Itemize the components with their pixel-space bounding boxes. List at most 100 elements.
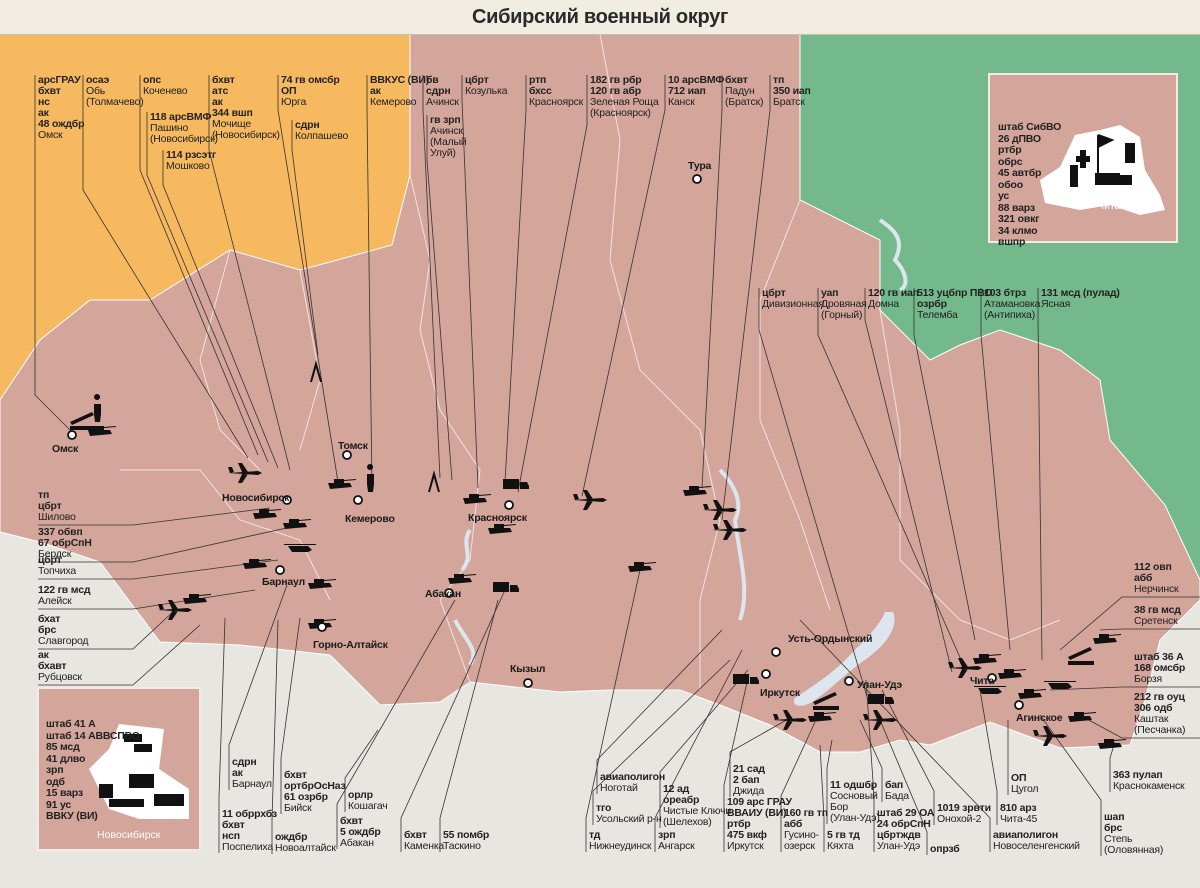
unit-location: Каштак xyxy=(1134,713,1169,725)
leader-line xyxy=(980,288,1011,651)
inset-unit-item: 88 варз xyxy=(998,201,1035,214)
city-label: Красноярск xyxy=(468,512,527,524)
unit-designation: бхвт xyxy=(222,819,245,831)
unit-designation: ВВАИУ (ВИ) xyxy=(727,807,787,819)
leader-line xyxy=(879,719,928,855)
unit-designation: абб xyxy=(1134,572,1153,584)
city-label: Омск xyxy=(52,443,79,455)
unit-location: (Улан-Удэ) xyxy=(830,812,880,824)
inset-chita: штаб СибВО 26 дПВО ртбр обрс 45 автбр обоо ус 8… xyxy=(988,73,1178,248)
leader-line xyxy=(1037,288,1043,661)
unit-callout: шап брс Степь (Оловянная) xyxy=(1104,812,1163,856)
unit-designation: 61 озрбр xyxy=(284,791,328,803)
unit-location: Чита-45 xyxy=(1000,813,1038,825)
unit-location: (Оловянная) xyxy=(1104,844,1164,856)
unit-location: Обь xyxy=(86,85,106,97)
unit-designation: 513 уцбпр ПВО xyxy=(917,287,993,299)
unit-designation: 38 гв мсд xyxy=(1134,604,1181,616)
unit-callout: сдрн ак Барнаул xyxy=(232,757,272,790)
unit-callout: бап Бада xyxy=(885,780,909,802)
leader-line xyxy=(1049,686,1200,691)
chita-silhouette xyxy=(1040,125,1165,215)
unit-designation: штаб 29 ОА xyxy=(877,807,935,819)
city-label: Барнаул xyxy=(262,576,305,588)
unit-callout: 21 сад 2 бап Джида xyxy=(733,764,765,797)
jet-icon xyxy=(1033,726,1067,746)
unit-designation: тп xyxy=(773,74,785,86)
unit-callout: арсГРАУ бхвт нс ак 48 ождбр Омск xyxy=(38,75,84,141)
unit-callout: ождбр Новоалтайск xyxy=(275,832,336,854)
tank-icon xyxy=(1018,689,1046,699)
unit-designation: 160 гв тп xyxy=(784,807,828,819)
unit-location: Иркутск xyxy=(727,840,764,852)
unit-callout: сдрн Колпашево xyxy=(295,120,348,142)
unit-location: Коченево xyxy=(143,85,188,97)
unit-location: (Красноярск) xyxy=(590,107,651,119)
chita-units-list: штаб СибВО 26 дПВО ртбр обрс 45 автбр обоо ус 8… xyxy=(998,121,1061,249)
unit-location: (Песчанка) xyxy=(1134,724,1186,736)
leader-line xyxy=(721,75,771,521)
city-label: Кызыл xyxy=(510,663,546,675)
leader-line xyxy=(729,717,791,797)
unit-designation: 12 ад xyxy=(663,783,690,795)
unit-location: Козулька xyxy=(465,85,508,97)
inset-unit-item: вшпр xyxy=(998,236,1026,248)
chita-caption: Чита xyxy=(1097,200,1121,212)
unit-designation: 306 одб xyxy=(1134,702,1173,714)
inset-unit-item: 15 варз xyxy=(46,787,83,799)
leader-line xyxy=(517,75,588,493)
unit-callout: осаэ Обь (Толмачево) xyxy=(86,75,144,108)
unit-location: Усольский р-н xyxy=(596,813,662,825)
unit-location: Алейск xyxy=(38,595,72,607)
unit-designation: зрп xyxy=(658,829,676,841)
tank-icon xyxy=(998,669,1026,679)
inset-unit-item: 321 овкг xyxy=(998,213,1040,225)
unit-designation: арсГРАУ xyxy=(38,74,81,86)
unit-callout: гв зрп Ачинск (Малый Улуй) xyxy=(430,115,467,159)
unit-location: Юрга xyxy=(281,96,307,108)
inset-unit-item: 41 длво xyxy=(46,752,86,765)
leader-line xyxy=(277,75,339,483)
leader-line xyxy=(218,617,226,853)
unit-designation: 10 арсВМФ xyxy=(668,74,725,86)
page-title: Сибирский военный округ xyxy=(471,5,729,28)
unit-designation: цбрт xyxy=(465,74,489,86)
tower-icon xyxy=(428,470,440,492)
unit-designation: ртп xyxy=(529,74,547,86)
unit-designation: ождбр xyxy=(275,831,308,843)
unit-callout: 160 гв тп абб Гусино-озерск xyxy=(784,808,828,852)
unit-designation: 67 обрСпН xyxy=(38,537,92,549)
truck-icon xyxy=(503,479,529,489)
unit-callout: 74 гв омсбр ОП Юрга xyxy=(281,75,340,108)
unit-callout: 55 помбр Таскино xyxy=(443,830,489,852)
leader-line xyxy=(758,288,869,701)
unit-location: (Новосибирск) xyxy=(212,129,280,141)
unit-designation: бхвт xyxy=(284,769,307,781)
unit-designation: осаэ xyxy=(86,74,110,86)
unit-designation: авиаполигон xyxy=(993,829,1058,841)
unit-callout: тп цбрт Шилово xyxy=(38,490,76,523)
inset-unit-item: обрс xyxy=(998,155,1023,168)
unit-location: (Новосибирск) xyxy=(150,133,218,145)
leader-line xyxy=(913,288,976,641)
leader-line xyxy=(701,75,723,489)
unit-callout: 122 гв мсд Алейск xyxy=(38,585,91,607)
unit-location: Бийск xyxy=(284,802,312,814)
unit-designation: 118 арсВМФ xyxy=(150,111,212,123)
city-marker xyxy=(761,669,771,679)
city-marker xyxy=(504,500,514,510)
unit-callout: цбрт Козулька xyxy=(465,75,507,97)
tank-icon xyxy=(488,524,516,534)
helicopter-icon xyxy=(284,544,316,552)
unit-designation: орлр xyxy=(348,789,373,801)
unit-callout: тд Нижнеудинск xyxy=(589,830,652,852)
unit-location: (Горный) xyxy=(821,309,863,321)
leader-line xyxy=(38,559,279,580)
unit-designation: 103 бтрз xyxy=(984,287,1026,299)
city-label: Иркутск xyxy=(760,687,800,699)
leader-line xyxy=(780,721,816,852)
unit-designation: цбрт xyxy=(38,554,62,566)
leader-line xyxy=(38,624,201,686)
city-label: Новосибирск xyxy=(222,492,290,504)
city-label: Агинское xyxy=(1016,712,1063,724)
